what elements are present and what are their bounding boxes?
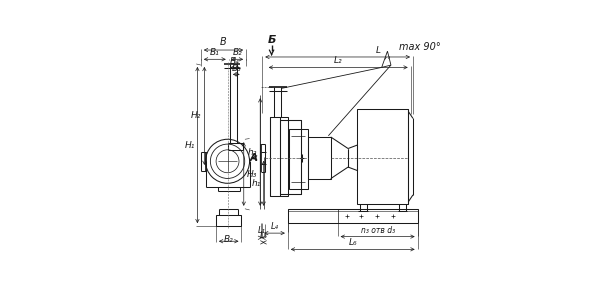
Text: B₄: B₄ (230, 57, 240, 66)
Text: H₂: H₂ (191, 111, 202, 120)
Bar (280, 119, 301, 194)
Text: h₁: h₁ (251, 179, 261, 188)
Text: L₅: L₅ (259, 231, 268, 240)
Text: L₄: L₄ (271, 222, 278, 231)
Bar (271, 117, 288, 196)
Bar (216, 215, 241, 226)
Text: h₂: h₂ (248, 147, 257, 157)
Text: H₃: H₃ (247, 169, 257, 178)
Text: А: А (249, 153, 257, 163)
Text: L₂: L₂ (334, 56, 343, 65)
Text: L: L (376, 46, 380, 55)
Text: B₂: B₂ (233, 48, 242, 57)
Bar (308, 137, 331, 179)
Text: B₁: B₁ (210, 48, 220, 57)
Text: max 90°: max 90° (399, 42, 441, 51)
Text: Б: Б (268, 36, 276, 45)
Text: B: B (220, 37, 227, 47)
Text: L₆: L₆ (349, 238, 357, 247)
Bar (358, 109, 409, 204)
Text: B₂: B₂ (224, 235, 233, 244)
Text: H₁: H₁ (184, 141, 194, 150)
Text: B₃: B₃ (232, 64, 241, 73)
Text: L₁: L₁ (258, 226, 266, 235)
Bar (288, 209, 418, 223)
Text: n₃ отв d₃: n₃ отв d₃ (361, 226, 395, 235)
Bar (289, 129, 308, 189)
